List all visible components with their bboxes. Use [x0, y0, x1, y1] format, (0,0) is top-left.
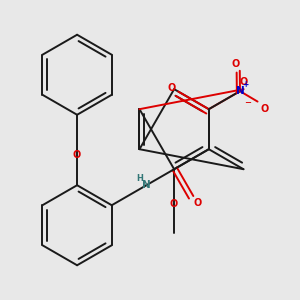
Text: +: + [242, 80, 249, 89]
Text: N: N [236, 86, 244, 96]
Text: O: O [73, 150, 81, 160]
Text: O: O [232, 58, 240, 68]
Text: O: O [261, 104, 269, 114]
Text: O: O [239, 77, 247, 87]
Text: −: − [244, 98, 251, 106]
Text: O: O [193, 198, 201, 208]
Text: O: O [167, 83, 176, 93]
Text: H: H [136, 174, 142, 183]
Text: O: O [169, 200, 178, 209]
Text: N: N [142, 180, 151, 190]
